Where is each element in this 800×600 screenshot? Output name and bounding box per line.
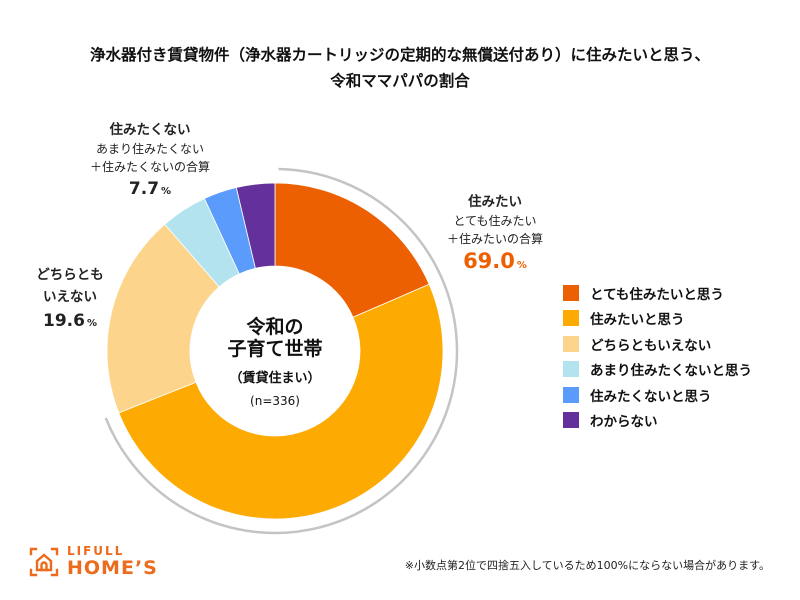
annotation-want-head: 住みたい <box>468 194 522 210</box>
chart-title: 浄水器付き賃貸物件（浄水器カートリッジの定期的な無償送付あり）に住みたいと思う、… <box>0 42 800 94</box>
house-frame-icon <box>29 547 59 576</box>
annotation-not-want-number: 7.7 <box>128 179 160 199</box>
legend-label: 住みたくないと思う <box>590 388 712 405</box>
annotation-neither-value: 19.6% <box>15 308 125 337</box>
chart-title-line-1: 浄水器付き賃貸物件（浄水器カートリッジの定期的な無償送付あり）に住みたいと思う、 <box>89 46 710 64</box>
legend-swatch <box>563 412 579 429</box>
legend-item: とても住みたいと思う <box>563 280 752 306</box>
legend-item: わからない <box>563 408 752 434</box>
legend-item: 住みたいと思う <box>563 306 752 332</box>
legend-label: どちらともいえない <box>590 337 712 354</box>
donut-slice-0 <box>274 182 430 318</box>
annotation-neither-head-1: どちらとも <box>36 267 104 283</box>
annotation-want: 住みたい とても住みたい ＋住みたいの合算 69.0% <box>430 192 560 279</box>
annotation-not-want-value: 7.7% <box>70 176 230 205</box>
logo-text-bottom: HOME’S <box>67 557 158 579</box>
legend-label: 住みたいと思う <box>590 312 685 329</box>
legend-item: 住みたくないと思う <box>563 382 752 408</box>
legend-item: どちらともいえない <box>563 331 752 357</box>
chart-title-line-2: 令和ママパパの割合 <box>330 72 470 90</box>
annotation-neither-number: 19.6 <box>43 311 85 331</box>
annotation-want-sub-2: ＋住みたいの合算 <box>446 232 543 246</box>
donut-slice-5 <box>235 182 276 269</box>
sample-size-label: (n=336) <box>250 394 300 408</box>
want-bracket-arc <box>104 167 459 535</box>
annotation-neither-head-2: いえない <box>43 289 97 305</box>
annotation-not-want-sub-1: あまり住みたくない <box>95 142 204 156</box>
legend-swatch <box>563 284 579 301</box>
percent-unit: % <box>161 186 172 197</box>
legend-item: あまり住みたくないと思う <box>563 357 752 383</box>
annotation-want-number: 69.0 <box>463 249 515 273</box>
footnote: ※小数点第2位で四捨五入しているため100%にならない場合があります。 <box>404 559 770 572</box>
legend-label: あまり住みたくないと思う <box>590 363 752 380</box>
center-label-line-2: 子育て世帯 <box>227 338 323 360</box>
percent-unit: % <box>516 260 527 271</box>
legend: とても住みたいと思う 住みたいと思う どちらともいえない あまり住みたくないと思… <box>563 280 752 433</box>
percent-unit: % <box>86 318 97 329</box>
donut-slice-2 <box>106 223 220 414</box>
legend-swatch <box>563 361 579 378</box>
center-label-line-3: （賃貸住まい） <box>229 371 321 386</box>
legend-swatch <box>563 335 579 352</box>
legend-swatch <box>563 386 579 403</box>
legend-swatch <box>563 310 579 327</box>
logo-text-top: LIFULL <box>67 544 125 558</box>
annotation-neither: どちらとも いえない 19.6% <box>15 264 125 337</box>
donut-slice-1 <box>118 283 444 520</box>
legend-label: わからない <box>590 414 658 431</box>
lifull-homes-logo: LIFULL HOME’S <box>29 545 158 578</box>
annotation-want-sub-1: とても住みたい <box>453 214 537 228</box>
annotation-not-want-sub-2: ＋住みたくないの合算 <box>89 160 210 174</box>
legend-label: とても住みたいと思う <box>590 286 724 303</box>
annotation-not-want-head: 住みたくない <box>109 122 191 138</box>
annotation-want-value: 69.0% <box>430 248 560 279</box>
center-label-line-1: 令和の <box>246 316 304 338</box>
annotation-not-want: 住みたくない あまり住みたくない ＋住みたくないの合算 7.7% <box>70 120 230 205</box>
